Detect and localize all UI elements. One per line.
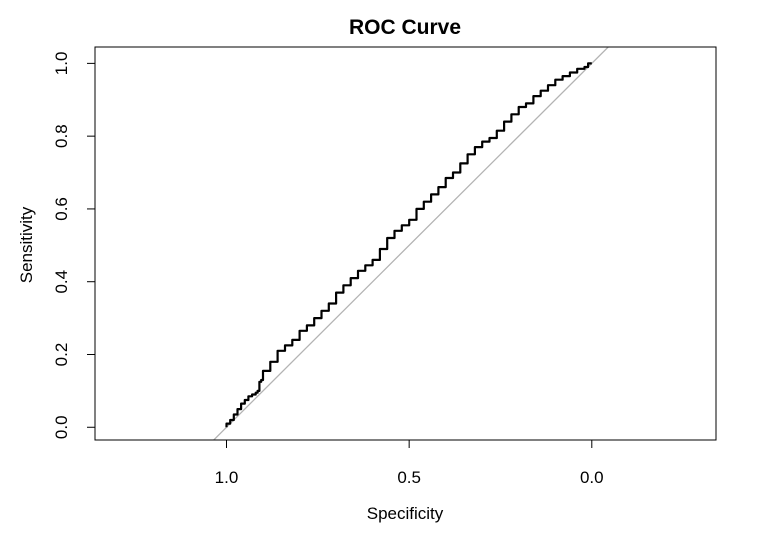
plot-layer: 1.0 0.5 0.0 0.0 0.2 0.4 0.6 0.8 1.0 <box>52 46 717 487</box>
roc-curve-line <box>225 62 592 428</box>
x-tick-label: 0.0 <box>580 468 604 487</box>
x-tick-label: 0.5 <box>397 468 421 487</box>
y-tick-label: 0.6 <box>52 197 71 221</box>
x-axis-label: Specificity <box>367 504 444 523</box>
y-tick-label: 0.2 <box>52 343 71 367</box>
y-axis-label: Sensitivity <box>17 206 36 283</box>
y-tick-label: 0.8 <box>52 124 71 148</box>
y-tick-label: 0.0 <box>52 415 71 439</box>
x-tick-label: 1.0 <box>215 468 239 487</box>
reference-diagonal-line <box>212 47 610 440</box>
chart-title: ROC Curve <box>349 16 461 39</box>
y-tick-label: 1.0 <box>52 52 71 76</box>
y-tick-label: 0.4 <box>52 270 71 294</box>
